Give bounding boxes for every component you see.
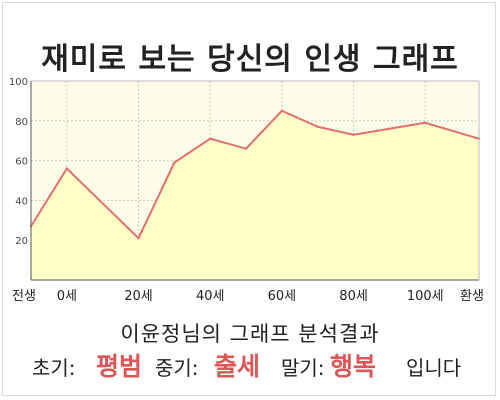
x-tick-label: 100세 [407,289,444,304]
data-point [137,237,140,240]
middle-value: 출세 [214,352,261,381]
data-point [173,161,176,164]
chart-frame [2,2,496,396]
middle-label: 중기: [155,356,199,380]
y-tick-label: 60 [15,157,28,168]
data-point [316,125,319,128]
area-fill [31,110,479,280]
x-tick-label: 20세 [124,289,153,304]
data-point [65,167,69,170]
early-label: 초기: [32,356,76,380]
late-label: 말기: [281,356,325,380]
x-tick-label: 40세 [196,289,225,304]
x-tick-label: 60세 [268,289,297,304]
early-value: 평범 [96,352,143,381]
x-tick-label: 환생 [460,289,484,304]
series-line [30,109,480,240]
x-tick-label: 전생 [12,289,36,304]
x-tick-label: 80세 [339,289,368,304]
y-tick-label: 40 [15,196,28,207]
y-tick-label: 80 [15,117,28,128]
chart-title: 재미로 보는 당신의 인생 그래프 [41,42,459,77]
x-tick-label: 0세 [57,289,77,304]
data-point [352,133,355,136]
data-point [280,109,284,113]
y-tick-label: 20 [15,236,28,247]
y-tick-label: 100 [9,77,28,88]
data-point [209,137,212,140]
summary-ending: 입니다 [406,356,462,380]
result-summary: 초기: 평범 중기: 출세 말기: 행복 입니다 [0,346,500,382]
data-point [388,127,391,130]
data-point [244,147,248,150]
late-value: 행복 [330,352,377,381]
data-point [424,121,427,124]
result-title: 이윤정님의 그래프 분석결과 [120,322,380,346]
